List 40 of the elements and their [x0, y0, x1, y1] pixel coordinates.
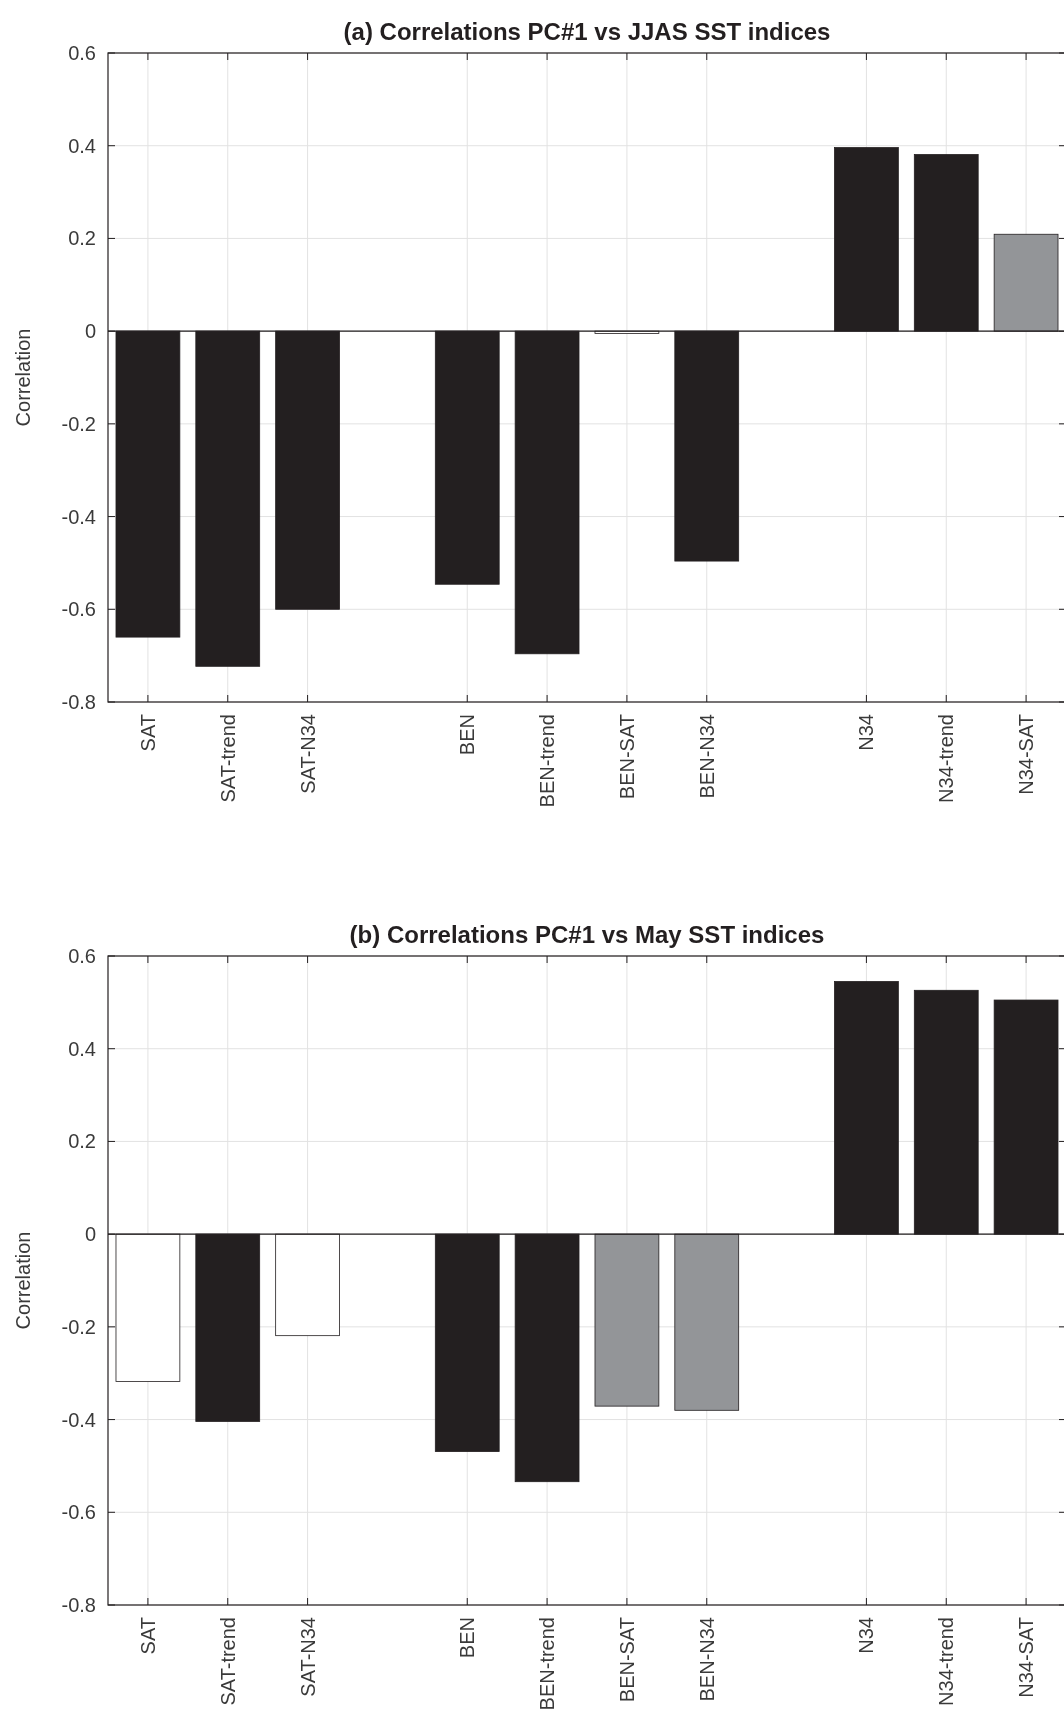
- x-tick-label: SAT-trend: [216, 1617, 239, 1706]
- chart-title: (a) Correlations PC#1 vs JJAS SST indices: [343, 18, 831, 45]
- y-tick-label: 0: [84, 320, 96, 343]
- x-tick-label: BEN-SAT: [615, 714, 638, 800]
- x-tick-label: BEN: [456, 1617, 479, 1659]
- x-tick-label: N34-trend: [935, 714, 958, 803]
- x-tick-label: BEN-N34: [695, 714, 718, 799]
- y-tick-label: -0.6: [61, 1501, 96, 1524]
- x-tick-label: SAT-N34: [296, 714, 319, 794]
- chart-title: (b) Correlations PC#1 vs May SST indices: [349, 921, 825, 948]
- x-tick-label: N34: [855, 1617, 878, 1654]
- y-tick-label: -0.2: [61, 1315, 96, 1338]
- y-tick-label: -0.4: [61, 505, 96, 528]
- y-tick-label: 0.4: [68, 134, 96, 157]
- y-tick-label: 0.6: [68, 42, 96, 64]
- x-tick-label: BEN-N34: [695, 1617, 718, 1702]
- y-tick-label: 0.4: [68, 1037, 96, 1060]
- x-tick-label: N34-SAT: [1015, 1617, 1038, 1698]
- x-tick-label: SAT: [136, 714, 159, 752]
- y-tick-label: -0.6: [61, 598, 96, 621]
- y-tick-label: 0.2: [68, 1130, 96, 1153]
- y-axis-title: Correlation: [12, 1231, 34, 1330]
- y-tick-label: -0.8: [61, 1594, 96, 1616]
- y-tick-label: -0.4: [61, 1408, 96, 1431]
- x-tick-label: N34: [855, 714, 878, 751]
- x-tick-label: BEN: [456, 714, 479, 756]
- x-tick-label: BEN-trend: [536, 714, 559, 808]
- x-tick-label: N34-SAT: [1015, 714, 1038, 795]
- x-tick-label: BEN-SAT: [615, 1617, 638, 1703]
- x-tick-label: N34-trend: [935, 1617, 958, 1706]
- y-tick-label: -0.8: [61, 691, 96, 713]
- y-tick-label: 0: [84, 1223, 96, 1246]
- x-tick-label: BEN-trend: [536, 1617, 559, 1711]
- x-tick-label: SAT-N34: [296, 1617, 319, 1697]
- y-axis-title: Correlation: [12, 328, 34, 427]
- y-tick-label: -0.2: [61, 412, 96, 435]
- y-tick-label: 0.6: [68, 945, 96, 967]
- x-tick-label: SAT: [136, 1617, 159, 1655]
- y-tick-label: 0.2: [68, 227, 96, 250]
- x-tick-label: SAT-trend: [216, 714, 239, 803]
